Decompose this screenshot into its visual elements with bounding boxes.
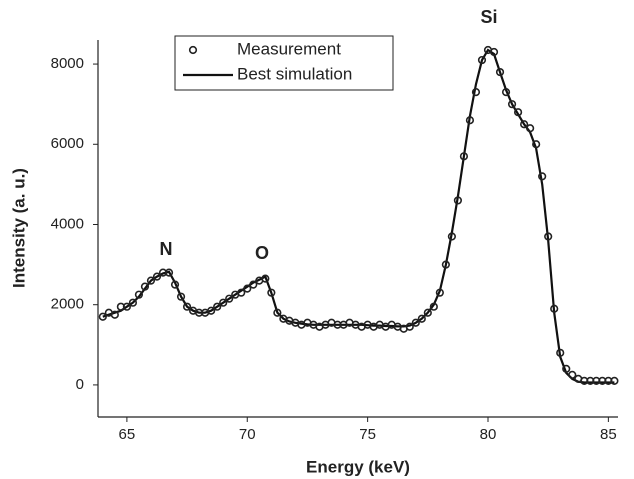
y-tick-label: 4000 [51, 215, 84, 232]
measurement-point [501, 88, 511, 97]
measurement-point [513, 108, 523, 117]
measurement-point [411, 318, 420, 327]
measurement-point [170, 280, 180, 289]
measurement-point [122, 302, 131, 311]
measurement-point [610, 376, 619, 386]
y-tick-label: 6000 [51, 135, 84, 152]
measurement-point [471, 88, 481, 97]
measurement-point [417, 314, 426, 323]
measurement-point [562, 364, 571, 373]
legend-swatch [188, 45, 198, 55]
x-tick-label: 75 [359, 426, 376, 443]
x-tick-label: 80 [480, 426, 497, 443]
measurement-point [550, 304, 559, 313]
measurement-point [405, 322, 414, 331]
measurement-point [507, 100, 517, 109]
simulation-line [102, 48, 615, 384]
measurement-point [176, 292, 186, 301]
measurement-point [441, 260, 450, 269]
measurement-point [459, 152, 469, 161]
measurement-point [207, 306, 216, 315]
measurement-point [453, 196, 463, 205]
measurement-point [556, 348, 565, 357]
measurement-point [273, 308, 282, 317]
measurement-point [110, 310, 119, 319]
measurement-point [532, 140, 541, 149]
measurement-point [267, 288, 276, 297]
measurement-point [134, 290, 144, 299]
y-axis-title: Intensity (a. u.) [9, 168, 28, 288]
peak-label: O [255, 243, 269, 263]
legend-box [174, 35, 394, 91]
measurement-point [249, 280, 258, 289]
measurement-point [544, 232, 553, 241]
y-tick-label: 8000 [51, 55, 84, 72]
measurement-point [182, 302, 192, 311]
measurement-point [146, 276, 156, 285]
measurement-point [213, 302, 222, 311]
y-tick-label: 0 [76, 376, 84, 393]
measurement-point [98, 312, 107, 321]
peak-label: N [160, 239, 173, 259]
legend-label: Measurement [237, 39, 341, 58]
measurement-point [140, 282, 150, 291]
y-tick-label: 2000 [51, 296, 84, 313]
measurement-point [465, 116, 475, 125]
measurement-point [568, 370, 577, 379]
legend-label: Best simulation [237, 64, 352, 83]
measurement-point [128, 298, 138, 307]
peak-label: Si [480, 7, 497, 27]
measurement-point [423, 308, 432, 317]
measurement-point [219, 298, 228, 307]
measurement-point [152, 272, 162, 281]
measurement-point [243, 284, 252, 293]
x-tick-label: 65 [119, 426, 136, 443]
measurement-point [435, 288, 444, 297]
x-axis-title: Energy (keV) [306, 457, 410, 476]
measurement-point [261, 274, 270, 283]
measurement-point [477, 55, 487, 65]
measurement-point [538, 172, 547, 181]
x-tick-label: 70 [239, 426, 256, 443]
measurement-point [225, 294, 234, 303]
measurement-point [429, 302, 438, 311]
measurement-point [495, 67, 505, 77]
measurement-point [164, 268, 174, 277]
measurement-point [489, 47, 499, 57]
x-tick-label: 85 [600, 426, 617, 443]
measurement-point [237, 288, 246, 297]
measurement-point [520, 120, 529, 129]
measurement-point [447, 232, 456, 241]
measurement-point [526, 124, 535, 133]
